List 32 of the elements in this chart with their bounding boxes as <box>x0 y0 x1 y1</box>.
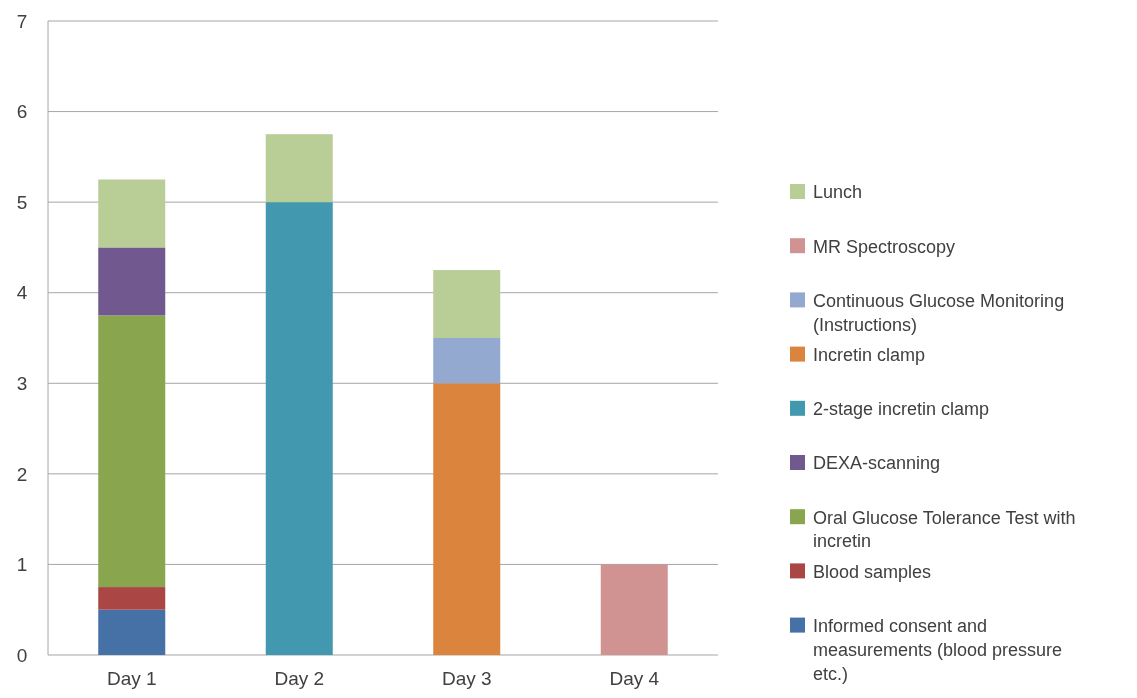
x-tick-label: Day 1 <box>106 668 157 689</box>
y-tick-label: 5 <box>16 191 28 213</box>
y-tick-label: 0 <box>16 644 28 666</box>
bar <box>98 587 166 610</box>
bar <box>433 383 501 655</box>
legend-label: MR Spectroscopy <box>813 236 956 257</box>
y-tick-label: 1 <box>16 554 28 576</box>
x-tick-label: Day 3 <box>441 668 492 689</box>
y-tick-label: 3 <box>16 372 28 394</box>
legend-label: Lunch <box>813 182 863 203</box>
bar <box>433 270 501 338</box>
y-tick-label: 2 <box>16 463 28 485</box>
bar <box>600 564 668 655</box>
bar <box>98 315 166 588</box>
bar <box>265 134 333 203</box>
legend-label: Incretin clamp <box>813 344 926 365</box>
legend-label: 2-stage incretin clamp <box>813 399 990 420</box>
bar <box>433 338 501 384</box>
bar <box>265 202 333 655</box>
bar <box>98 609 166 655</box>
legend-label: Informed consent and measurements (blood pressure etc.) <box>813 615 1063 684</box>
x-tick-label: Day 2 <box>274 668 325 689</box>
y-tick-label: 7 <box>16 10 28 32</box>
bar <box>98 179 166 248</box>
legend-label: Oral Glucose Tolerance Test with incretin <box>813 507 1076 552</box>
y-tick-label: 4 <box>16 282 28 304</box>
legend-label: DEXA-scanning <box>813 453 941 474</box>
legend-label: Continuous Glucose Monitoring (Instructions) <box>813 290 1065 335</box>
bar <box>98 247 166 316</box>
y-tick-label: 6 <box>16 101 28 123</box>
x-tick-label: Day 4 <box>609 668 660 689</box>
legend-label: Blood samples <box>813 561 932 582</box>
